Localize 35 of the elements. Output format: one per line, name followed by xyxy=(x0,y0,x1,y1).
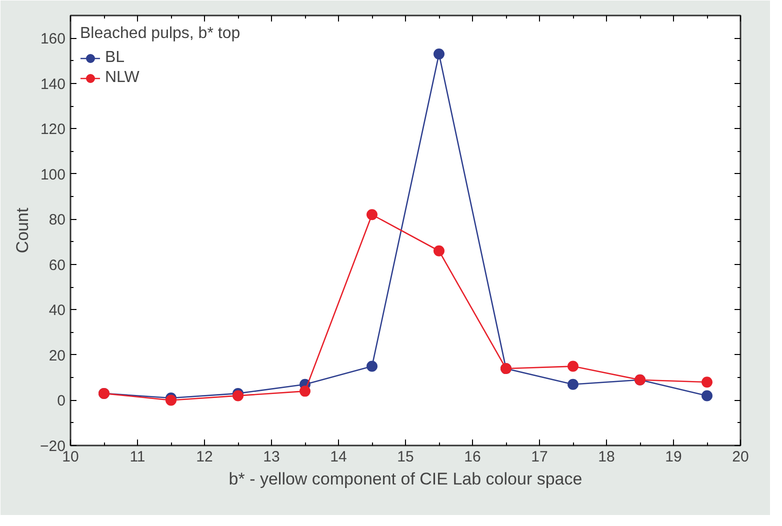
x-axis-title: b* - yellow component of CIE Lab colour space xyxy=(228,470,582,488)
y-tick-label: 0 xyxy=(57,392,66,410)
point xyxy=(166,394,176,406)
x-tick-label: 15 xyxy=(397,448,414,466)
point xyxy=(702,390,712,402)
x-tick-label: 17 xyxy=(531,448,548,466)
y-tick-label: 100 xyxy=(40,166,66,184)
y-tick-label: 80 xyxy=(48,212,66,229)
point xyxy=(232,390,244,402)
x-tick-label: 11 xyxy=(130,448,146,466)
point xyxy=(568,360,578,372)
point xyxy=(434,245,444,256)
x-tick-label: 16 xyxy=(464,448,481,466)
point xyxy=(434,48,444,60)
y-tick-label: 140 xyxy=(40,76,66,93)
y-tick-label: 40 xyxy=(48,302,66,320)
point xyxy=(702,376,712,388)
y-tick-label: 20 xyxy=(48,347,66,364)
y-tick-label: 60 xyxy=(48,256,66,274)
x-tick-label: 13 xyxy=(263,448,280,466)
legend-label: BL xyxy=(105,49,125,67)
x-tick-label: 18 xyxy=(598,448,615,466)
y-axis-title: Count xyxy=(13,208,32,254)
x-tick-label: 20 xyxy=(732,448,749,466)
y-tick-label: 120 xyxy=(40,121,66,138)
point xyxy=(300,386,310,397)
legend-title: Bleached pulps, b* top xyxy=(80,25,240,43)
x-tick-label: 19 xyxy=(665,448,682,466)
legend-label: NLW xyxy=(105,69,140,87)
point xyxy=(366,209,378,220)
y-tick-label: 160 xyxy=(40,30,66,48)
x-tick-label: 14 xyxy=(330,448,347,466)
point xyxy=(366,360,378,372)
point xyxy=(568,378,578,390)
x-tick-label: 12 xyxy=(196,448,213,466)
